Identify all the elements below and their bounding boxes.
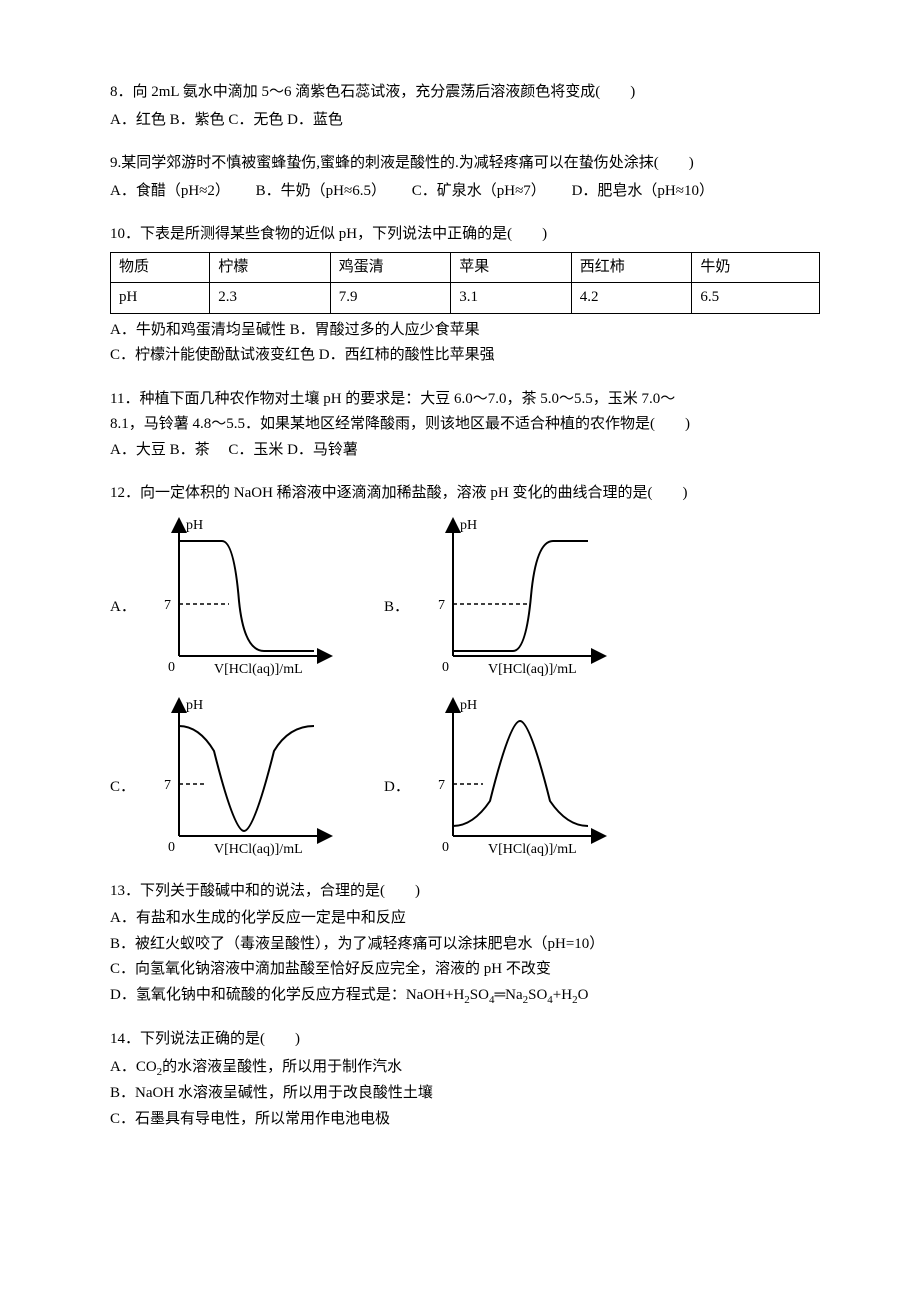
q11-line1: 11．种植下面几种农作物对土壤 pH 的要求是：大豆 6.0～7.0，茶 5.0… (110, 387, 820, 413)
q9-opt-a: A．食醋（pH≈2） (110, 179, 230, 205)
question-13: 13．下列关于酸碱中和的说法，合理的是( ) A．有盐和水生成的化学反应一定是中… (110, 879, 820, 1010)
q8-options: A．红色 B．紫色 C．无色 D．蓝色 (110, 108, 820, 134)
q14-opt-b: B．NaOH 水溶液呈碱性，所以用于改良酸性土壤 (110, 1081, 820, 1107)
table-row: 物质 柠檬 鸡蛋清 苹果 西红柿 牛奶 (111, 252, 820, 283)
y-axis-label: pH (186, 698, 203, 713)
tick-7: 7 (164, 778, 171, 793)
q8-stem: 8．向 2mL 氨水中滴加 5～6 滴紫色石蕊试液，充分震荡后溶液颜色将变成( … (110, 80, 820, 106)
x-axis-label: V[HCl(aq)]/mL (488, 662, 577, 677)
y-axis-label: pH (186, 518, 203, 533)
table-cell: 牛奶 (692, 252, 820, 283)
table-cell: 3.1 (451, 283, 572, 314)
x-axis-label: V[HCl(aq)]/mL (214, 662, 303, 677)
q11-options: A．大豆 B．茶 C．玉米 D．马铃薯 (110, 438, 820, 464)
chart-c-svg: pH 7 0 V[HCl(aq)]/mL (144, 691, 344, 861)
q10-opts-line1: A．牛奶和鸡蛋清均呈碱性 B．胃酸过多的人应少食苹果 (110, 318, 820, 344)
question-12: 12．向一定体积的 NaOH 稀溶液中逐滴滴加稀盐酸，溶液 pH 变化的曲线合理… (110, 481, 820, 861)
q10-opts-line2: C．柠檬汁能使酚酞试液变红色 D．西红柿的酸性比苹果强 (110, 343, 820, 369)
x-axis-label: V[HCl(aq)]/mL (214, 842, 303, 857)
q11-line2: 8.1，马铃薯 4.8～5.5．如果某地区经常降酸雨，则该地区最不适合种植的农作… (110, 412, 820, 438)
chart-d-svg: pH 7 0 V[HCl(aq)]/mL (418, 691, 618, 861)
origin-0: 0 (442, 660, 449, 675)
q12-row2: C． pH 7 0 V[HCl(aq)]/mL D． pH 7 (110, 691, 820, 861)
tick-7: 7 (164, 598, 171, 613)
q14-stem: 14．下列说法正确的是( ) (110, 1027, 820, 1053)
q14-opt-c: C．石墨具有导电性，所以常用作电池电极 (110, 1107, 820, 1133)
q13-opt-d: D．氢氧化钠中和硫酸的化学反应方程式是：NaOH+H2SO4═Na2SO4+H2… (110, 983, 820, 1010)
table-cell: 苹果 (451, 252, 572, 283)
q12-label-c: C． (110, 775, 144, 861)
table-cell: 西红柿 (571, 252, 692, 283)
origin-0: 0 (442, 840, 449, 855)
q13-opt-c: C．向氢氧化钠溶液中滴加盐酸至恰好反应完全，溶液的 pH 不改变 (110, 957, 820, 983)
chart-a-svg: pH 7 0 V[HCl(aq)]/mL (144, 511, 344, 681)
q13-opt-b: B．被红火蚁咬了（毒液呈酸性），为了减轻疼痛可以涂抹肥皂水（pH=10） (110, 932, 820, 958)
y-axis-label: pH (460, 518, 477, 533)
origin-0: 0 (168, 660, 175, 675)
y-axis-label: pH (460, 698, 477, 713)
q10-stem: 10．下表是所测得某些食物的近似 pH，下列说法中正确的是( ) (110, 222, 820, 248)
table-cell: pH (111, 283, 210, 314)
table-cell: 7.9 (330, 283, 451, 314)
q9-options: A．食醋（pH≈2） B．牛奶（pH≈6.5） C．矿泉水（pH≈7） D．肥皂… (110, 179, 820, 205)
q9-opt-c: C．矿泉水（pH≈7） (412, 179, 546, 205)
table-cell: 柠檬 (210, 252, 331, 283)
question-9: 9.某同学郊游时不慎被蜜蜂蛰伤,蜜蜂的刺液是酸性的.为减轻疼痛可以在蛰伤处涂抹(… (110, 151, 820, 204)
x-axis-label: V[HCl(aq)]/mL (488, 842, 577, 857)
table-cell: 4.2 (571, 283, 692, 314)
q12-chart-b: pH 7 0 V[HCl(aq)]/mL (418, 511, 618, 681)
q13-opt-a: A．有盐和水生成的化学反应一定是中和反应 (110, 906, 820, 932)
table-cell: 2.3 (210, 283, 331, 314)
table-cell: 6.5 (692, 283, 820, 314)
q12-row1: A． pH 7 0 V[HCl(aq)]/mL B． pH 7 (110, 511, 820, 681)
question-8: 8．向 2mL 氨水中滴加 5～6 滴紫色石蕊试液，充分震荡后溶液颜色将变成( … (110, 80, 820, 133)
table-cell: 物质 (111, 252, 210, 283)
q9-opt-d: D．肥皂水（pH≈10） (572, 179, 714, 205)
table-cell: 鸡蛋清 (330, 252, 451, 283)
q12-stem: 12．向一定体积的 NaOH 稀溶液中逐滴滴加稀盐酸，溶液 pH 变化的曲线合理… (110, 481, 820, 507)
q12-label-d: D． (384, 775, 418, 861)
tick-7: 7 (438, 598, 445, 613)
q10-table: 物质 柠檬 鸡蛋清 苹果 西红柿 牛奶 pH 2.3 7.9 3.1 4.2 6… (110, 252, 820, 314)
q12-label-b: B． (384, 595, 418, 681)
q9-stem: 9.某同学郊游时不慎被蜜蜂蛰伤,蜜蜂的刺液是酸性的.为减轻疼痛可以在蛰伤处涂抹(… (110, 151, 820, 177)
q13-stem: 13．下列关于酸碱中和的说法，合理的是( ) (110, 879, 820, 905)
question-14: 14．下列说法正确的是( ) A．CO2的水溶液呈酸性，所以用于制作汽水 B．N… (110, 1027, 820, 1132)
table-row: pH 2.3 7.9 3.1 4.2 6.5 (111, 283, 820, 314)
question-11: 11．种植下面几种农作物对土壤 pH 的要求是：大豆 6.0～7.0，茶 5.0… (110, 387, 820, 464)
tick-7: 7 (438, 778, 445, 793)
q12-chart-a: pH 7 0 V[HCl(aq)]/mL (144, 511, 344, 681)
q12-label-a: A． (110, 595, 144, 681)
q12-chart-c: pH 7 0 V[HCl(aq)]/mL (144, 691, 344, 861)
origin-0: 0 (168, 840, 175, 855)
q12-chart-d: pH 7 0 V[HCl(aq)]/mL (418, 691, 618, 861)
q14-opt-a: A．CO2的水溶液呈酸性，所以用于制作汽水 (110, 1055, 820, 1082)
q9-opt-b: B．牛奶（pH≈6.5） (256, 179, 386, 205)
question-10: 10．下表是所测得某些食物的近似 pH，下列说法中正确的是( ) 物质 柠檬 鸡… (110, 222, 820, 369)
chart-b-svg: pH 7 0 V[HCl(aq)]/mL (418, 511, 618, 681)
